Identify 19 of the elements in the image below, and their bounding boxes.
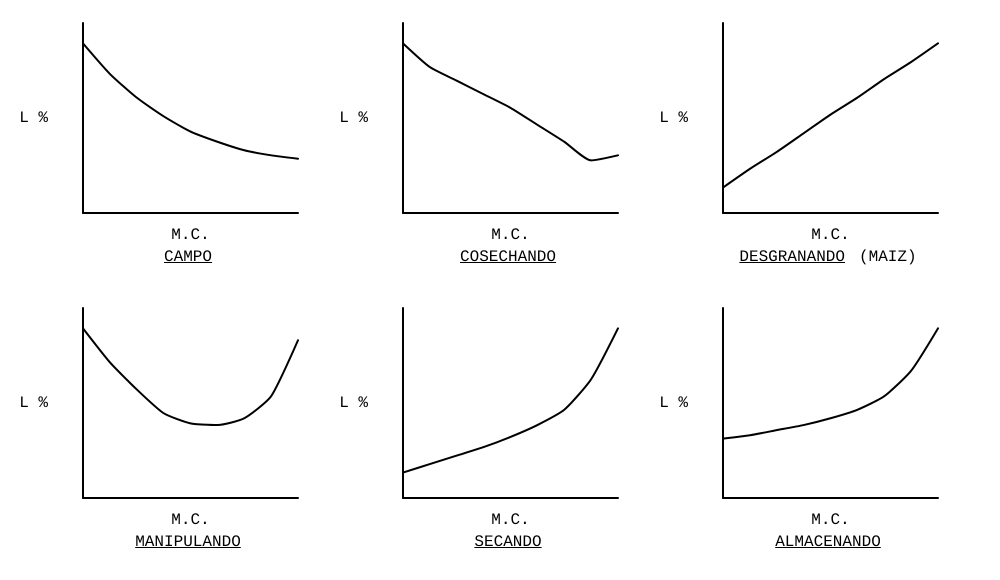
text: ALMACENANDO [775, 533, 881, 551]
text: DESGRANANDO [739, 248, 845, 266]
text: MANIPULANDO [135, 533, 241, 551]
y-axis-title: L % [339, 394, 368, 412]
y-axis-title: L % [659, 109, 688, 127]
text: (MAIZ) [859, 248, 917, 266]
x-axis-title: M.C. [171, 226, 210, 244]
text: COSECHANDO [460, 248, 556, 266]
y-axis-title: L % [19, 394, 48, 412]
x-axis-title: M.C. [171, 511, 210, 529]
x-axis-title: M.C. [491, 511, 530, 529]
y-axis-title: L % [339, 109, 368, 127]
y-axis-title: L % [659, 394, 688, 412]
x-axis-title: M.C. [811, 226, 850, 244]
text: SECANDO [474, 533, 542, 551]
x-axis-title: M.C. [811, 511, 850, 529]
y-axis-title: L % [19, 109, 48, 127]
text: CAMPO [164, 248, 212, 266]
x-axis-title: M.C. [491, 226, 530, 244]
